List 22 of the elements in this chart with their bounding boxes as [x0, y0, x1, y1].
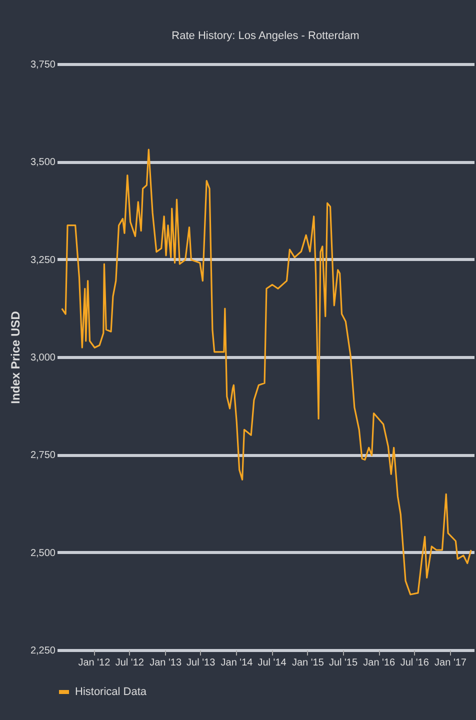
y-tick-label: 2,750	[30, 450, 56, 462]
y-tick-label: 3,000	[30, 352, 56, 364]
y-tick-label: 2,250	[30, 646, 56, 656]
x-tick-label: Jan '14	[220, 658, 254, 668]
y-tick-label: 3,500	[30, 157, 56, 168]
y-tick-label: 3,750	[30, 60, 56, 70]
x-tick-label: Jul '16	[400, 658, 430, 668]
x-tick-label: Jul '14	[258, 658, 287, 668]
y-tick-label: 3,250	[30, 254, 56, 266]
y-axis-title: Index Price USD	[8, 310, 22, 404]
legend-label: Historical Data	[75, 686, 148, 698]
x-tick-label: Jan '12	[78, 658, 111, 668]
x-tick-label: Jul '12	[115, 658, 144, 668]
chart-title: Rate History: Los Angeles - Rotterdam	[172, 30, 360, 42]
x-tick-label: Jan '13	[150, 658, 182, 668]
x-tick-label: Jul '13	[186, 658, 216, 668]
y-tick-label: 2,500	[30, 548, 56, 559]
x-tick-label: Jan '16	[363, 658, 396, 668]
line-series	[61, 148, 472, 596]
x-tick-label: Jan '15	[292, 658, 324, 668]
x-tick-label: Jul '15	[328, 658, 358, 668]
x-tick-label: Jan '17	[434, 658, 467, 668]
